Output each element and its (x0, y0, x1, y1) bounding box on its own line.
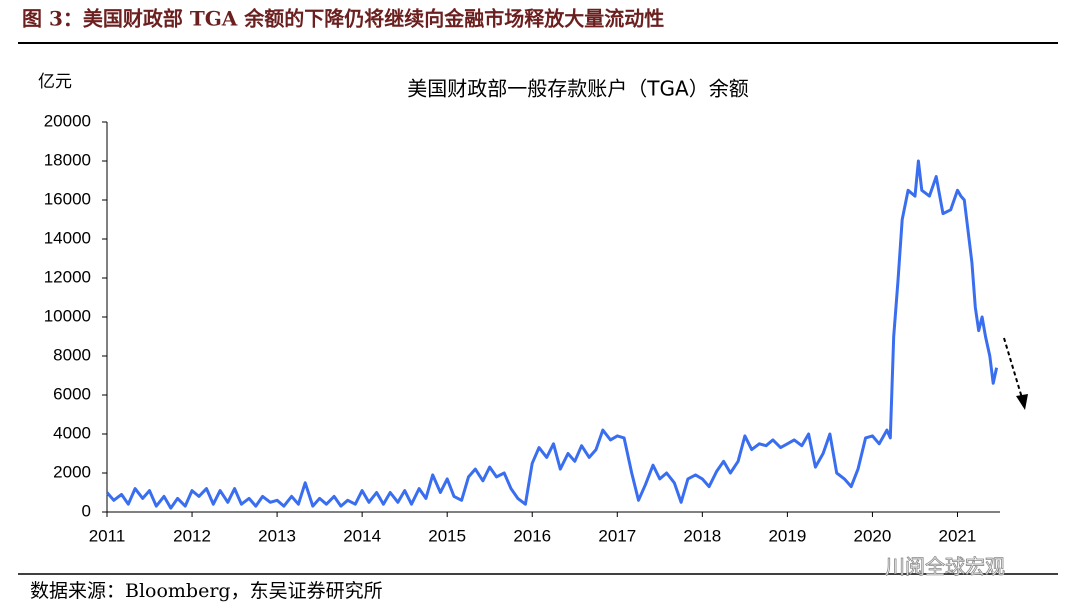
x-tick-label: 2015 (428, 526, 466, 545)
y-tick-label: 2000 (53, 462, 91, 481)
x-tick-label: 2014 (343, 526, 381, 545)
x-tick-label: 2011 (89, 526, 126, 545)
y-tick-label: 6000 (53, 384, 91, 403)
x-tick-label: 2020 (854, 526, 892, 545)
x-tick-label: 2021 (939, 526, 977, 545)
source: 数据来源：Bloomberg，东吴证券研究所 (30, 580, 383, 602)
watermark: 川阅全球宏观 (885, 555, 1005, 579)
y-tick-label: 20000 (44, 111, 91, 130)
y-axis-label: 亿元 (38, 72, 72, 92)
y-tick-label: 18000 (44, 150, 91, 169)
y-tick-label: 0 (82, 501, 91, 520)
trend-arrow (1003, 337, 1028, 410)
line-series (105, 159, 999, 510)
y-tick-label: 8000 (53, 345, 91, 364)
y-tick-label: 14000 (44, 228, 91, 247)
x-tick-label: 2018 (683, 526, 721, 545)
x-tick-label: 2013 (258, 526, 296, 545)
x-tick-label: 2017 (598, 526, 636, 545)
y-tick-label: 4000 (53, 423, 91, 442)
x-tick-label: 2019 (768, 526, 806, 545)
y-tick-label: 16000 (44, 189, 91, 208)
header-title: 图 3：美国财政部 TGA 余额的下降仍将继续向金融市场释放大量流动性 (22, 7, 664, 31)
chart-title: 美国财政部一般存款账户（TGA）余额 (407, 77, 748, 101)
x-tick-label: 2012 (173, 526, 211, 545)
y-tick-label: 10000 (44, 306, 91, 325)
y-tick-label: 12000 (44, 267, 91, 286)
x-tick-label: 2016 (513, 526, 551, 545)
